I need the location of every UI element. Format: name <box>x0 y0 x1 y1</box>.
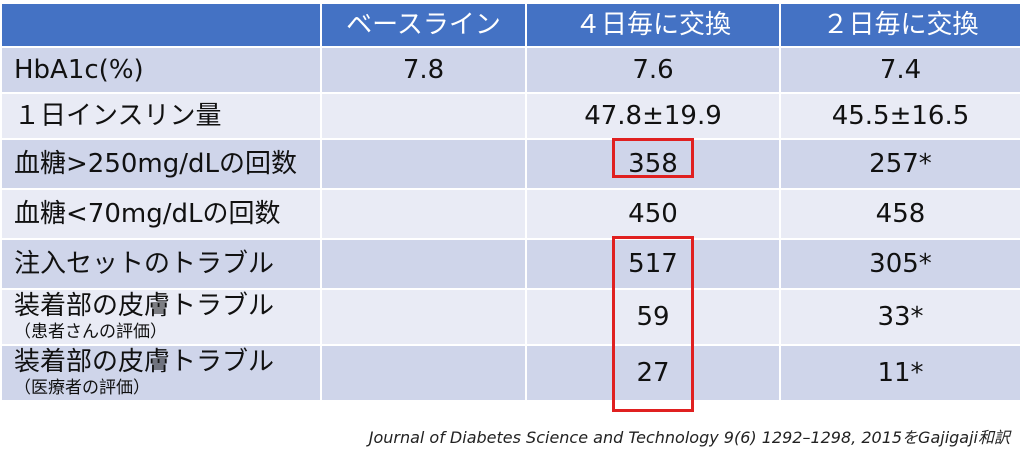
table-cell: 33* <box>781 290 1020 344</box>
header-cell-baseline: ベースライン <box>322 4 527 46</box>
table-cell <box>322 140 527 188</box>
table-cell: 7.4 <box>781 48 1020 92</box>
table-cell: 305* <box>781 240 1020 288</box>
row-label: 注入セットのトラブル <box>2 240 322 288</box>
table-row: 血糖>250mg/dLの回数 358 257* <box>2 140 1020 190</box>
table-cell: 59 <box>527 290 781 344</box>
table-cell: 7.8 <box>322 48 527 92</box>
header-cell-2day: ２日毎に交換 <box>781 4 1020 46</box>
table-cell: 45.5±16.5 <box>781 94 1020 138</box>
table-cell: 358 <box>527 140 781 188</box>
table-cell: 517 <box>527 240 781 288</box>
row-label: HbA1c(%) <box>2 48 322 92</box>
row-label: 装着部の皮膚トラブル <box>14 291 275 322</box>
table-cell <box>322 190 527 238</box>
table-cell: 458 <box>781 190 1020 238</box>
table-row: 装着部の皮膚トラブル （患者さんの評価） 59 33* <box>2 290 1020 346</box>
table-cell: 47.8±19.9 <box>527 94 781 138</box>
table-row: 装着部の皮膚トラブル （医療者の評価） 27 11* <box>2 346 1020 400</box>
row-label: 血糖<70mg/dLの回数 <box>2 190 322 238</box>
table-row: HbA1c(%) 7.8 7.6 7.4 <box>2 48 1020 94</box>
table-header-row: ベースライン ４日毎に交換 ２日毎に交換 <box>2 4 1020 48</box>
row-sublabel: （患者さんの評価） <box>14 321 167 342</box>
row-sublabel: （医療者の評価） <box>14 377 150 398</box>
table-row: １日インスリン量 47.8±19.9 45.5±16.5 <box>2 94 1020 140</box>
table-cell: 11* <box>781 346 1020 400</box>
table-cell: 27 <box>527 346 781 400</box>
table-cell <box>322 240 527 288</box>
header-cell-4day: ４日毎に交換 <box>527 4 781 46</box>
source-credit: Journal of Diabetes Science and Technolo… <box>368 428 1010 447</box>
table-row: 注入セットのトラブル 517 305* <box>2 240 1020 290</box>
comparison-table: ベースライン ４日毎に交換 ２日毎に交換 HbA1c(%) 7.8 7.6 7.… <box>2 4 1020 400</box>
table-cell: 257* <box>781 140 1020 188</box>
table-cell <box>322 346 527 400</box>
header-cell-empty <box>2 4 322 46</box>
table-cell <box>322 290 527 344</box>
table-cell: 450 <box>527 190 781 238</box>
row-label-block: 装着部の皮膚トラブル （患者さんの評価） <box>2 290 322 344</box>
table-cell: 7.6 <box>527 48 781 92</box>
table-cell <box>322 94 527 138</box>
row-label: １日インスリン量 <box>2 94 322 138</box>
row-label: 血糖>250mg/dLの回数 <box>2 140 322 188</box>
row-label: 装着部の皮膚トラブル <box>14 347 275 378</box>
row-label-block: 装着部の皮膚トラブル （医療者の評価） <box>2 346 322 400</box>
table-row: 血糖<70mg/dLの回数 450 458 <box>2 190 1020 240</box>
